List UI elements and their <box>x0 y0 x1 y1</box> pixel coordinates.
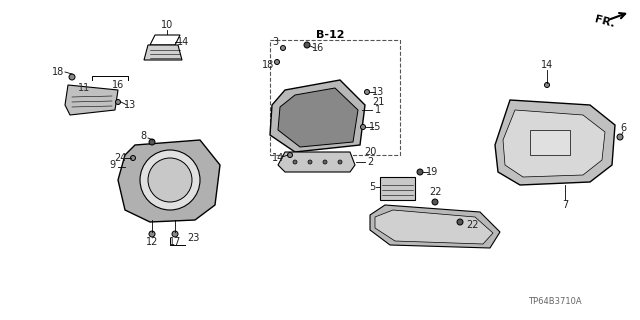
Text: 9: 9 <box>109 160 115 170</box>
Text: 6: 6 <box>620 123 626 133</box>
Text: 22: 22 <box>466 220 478 230</box>
Polygon shape <box>380 177 415 200</box>
Circle shape <box>323 160 327 164</box>
Text: TP64B3710A: TP64B3710A <box>528 298 582 307</box>
Text: 8: 8 <box>140 131 146 141</box>
Circle shape <box>457 219 463 225</box>
Text: 11: 11 <box>78 83 90 93</box>
Text: FR.: FR. <box>593 14 616 29</box>
Text: 2: 2 <box>367 157 373 167</box>
Text: 20: 20 <box>364 147 376 157</box>
Circle shape <box>69 74 75 80</box>
Text: 18: 18 <box>262 60 274 70</box>
Text: B-12: B-12 <box>316 30 344 40</box>
Circle shape <box>149 139 155 145</box>
Text: 14: 14 <box>272 153 284 163</box>
Text: 24: 24 <box>114 153 126 163</box>
Polygon shape <box>503 110 605 177</box>
Circle shape <box>545 83 550 87</box>
Text: 16: 16 <box>312 43 324 53</box>
Circle shape <box>338 160 342 164</box>
Polygon shape <box>144 45 182 60</box>
Polygon shape <box>278 152 355 172</box>
Polygon shape <box>118 140 220 222</box>
Text: 13: 13 <box>372 87 384 97</box>
Text: 14: 14 <box>177 37 189 47</box>
Circle shape <box>115 100 120 105</box>
Text: 22: 22 <box>429 187 441 197</box>
Text: 21: 21 <box>372 97 384 107</box>
Circle shape <box>293 160 297 164</box>
Circle shape <box>432 199 438 205</box>
Text: 12: 12 <box>146 237 158 247</box>
Text: 5: 5 <box>369 182 375 192</box>
Polygon shape <box>495 100 615 185</box>
Circle shape <box>172 231 178 237</box>
Text: 23: 23 <box>187 233 199 243</box>
Circle shape <box>617 134 623 140</box>
Circle shape <box>304 42 310 48</box>
Circle shape <box>149 231 155 237</box>
Text: 10: 10 <box>161 20 173 30</box>
Text: 7: 7 <box>562 200 568 210</box>
Circle shape <box>131 156 136 161</box>
Text: 14: 14 <box>541 60 553 70</box>
Text: 17: 17 <box>169 237 181 247</box>
Circle shape <box>417 169 423 175</box>
Circle shape <box>308 160 312 164</box>
Text: 16: 16 <box>112 80 124 90</box>
Text: 1: 1 <box>375 105 381 115</box>
Text: 18: 18 <box>52 67 64 77</box>
Polygon shape <box>270 80 365 152</box>
Text: 3: 3 <box>272 37 278 47</box>
Circle shape <box>360 124 365 130</box>
Polygon shape <box>375 210 493 244</box>
Circle shape <box>280 45 285 51</box>
Polygon shape <box>278 88 358 147</box>
Text: 19: 19 <box>426 167 438 177</box>
Circle shape <box>275 60 280 65</box>
Text: 15: 15 <box>369 122 381 132</box>
Polygon shape <box>370 205 500 248</box>
Circle shape <box>140 150 200 210</box>
Circle shape <box>287 153 292 157</box>
Circle shape <box>365 90 369 94</box>
Text: 13: 13 <box>124 100 136 110</box>
Polygon shape <box>65 85 118 115</box>
Circle shape <box>148 158 192 202</box>
Bar <box>530 130 570 155</box>
